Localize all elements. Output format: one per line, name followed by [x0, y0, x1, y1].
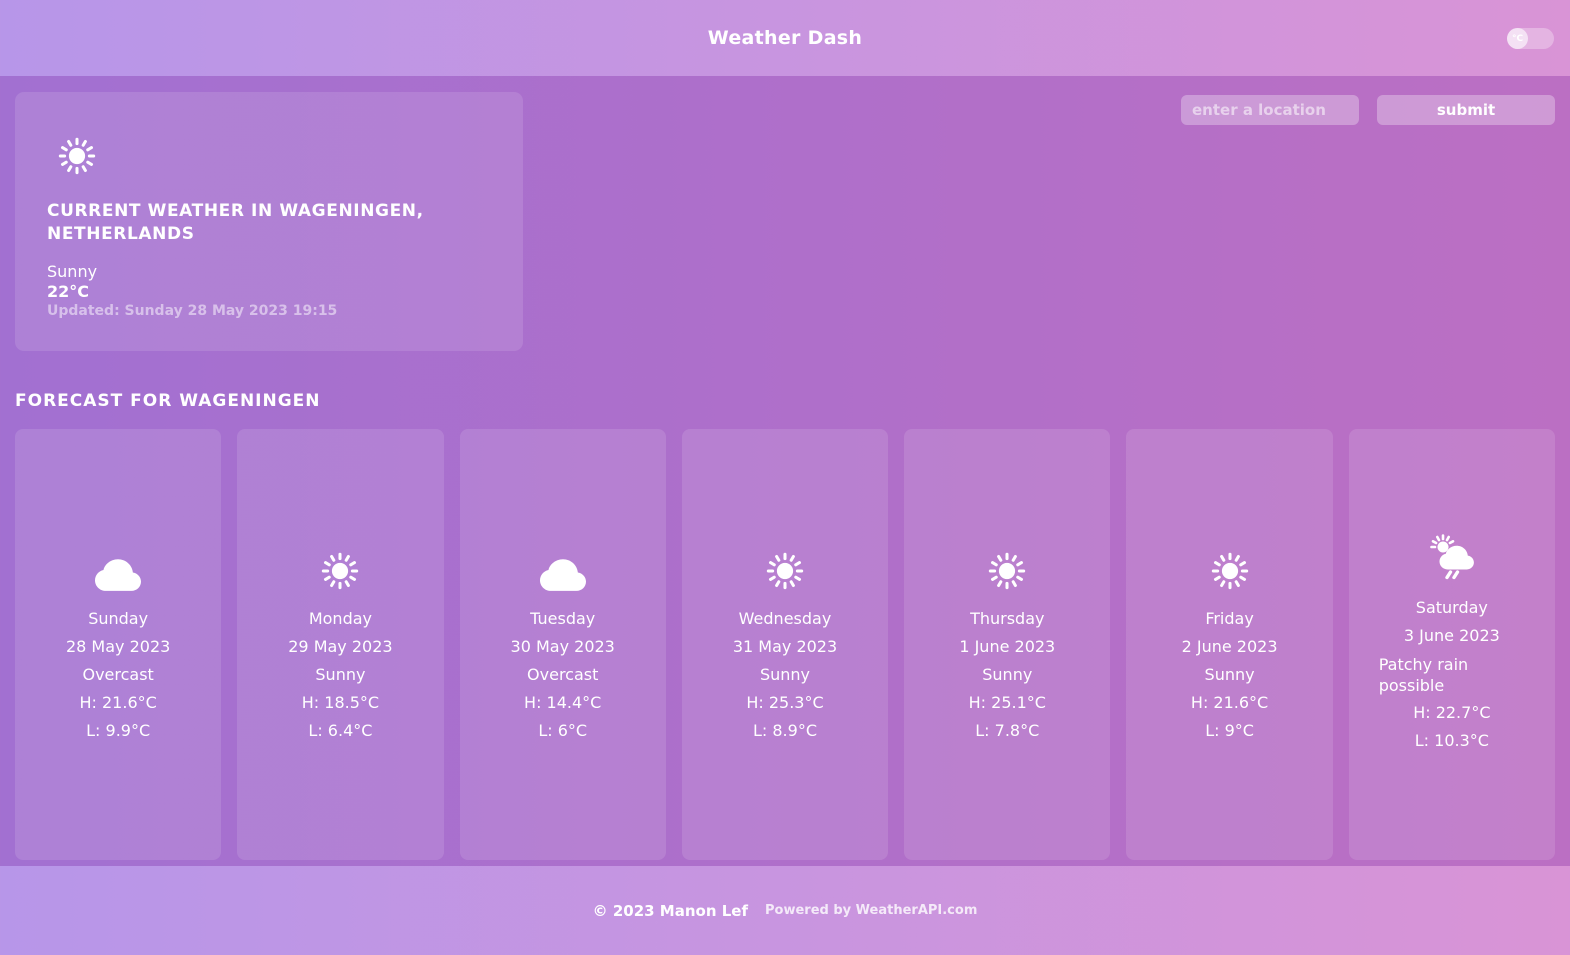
app-footer: © 2023 Manon Lef Powered by WeatherAPI.c…: [0, 866, 1570, 955]
rain-sun-icon: [1428, 534, 1476, 580]
forecast-date-label: 2 June 2023: [1181, 636, 1278, 656]
sun-glyph: [766, 552, 804, 589]
sun-icon: [987, 545, 1027, 591]
forecast-day-label: Wednesday: [738, 608, 832, 628]
forecast-day-label: Thursday: [970, 608, 1045, 628]
forecast-low-label: L: 10.3°C: [1414, 731, 1489, 750]
app-header: Weather Dash °C: [0, 0, 1570, 76]
sun-glyph: [58, 137, 96, 175]
forecast-high-label: H: 18.5°C: [301, 692, 380, 712]
forecast-heading: Forecast for Wageningen: [15, 391, 321, 411]
forecast-card: Tuesday 30 May 2023 Overcast H: 14.4°C L…: [459, 429, 666, 860]
sun-glyph: [1211, 552, 1248, 589]
forecast-date-label: 31 May 2023: [732, 636, 838, 656]
top-row: Current weather in Wageningen, Netherlan…: [15, 92, 1555, 351]
copyright-text: © 2023 Manon Lef: [592, 901, 748, 920]
forecast-card: Sunday 28 May 2023 Overcast H: 21.6°C L:…: [15, 429, 222, 860]
forecast-condition-label: Overcast: [527, 665, 599, 684]
current-weather-card: Current weather in Wageningen, Netherlan…: [15, 92, 523, 351]
forecast-date-label: 3 June 2023: [1403, 626, 1500, 645]
forecast-day-label: Friday: [1205, 608, 1254, 628]
forecast-high-label: H: 21.6°C: [79, 692, 157, 712]
forecast-high-label: H: 14.4°C: [524, 692, 602, 712]
cloud-glyph: [95, 558, 142, 591]
sun-icon: [765, 545, 805, 591]
forecast-low-label: L: 9°C: [1205, 720, 1254, 740]
sun-icon: [57, 136, 491, 180]
sun-glyph: [989, 552, 1026, 589]
forecast-card: Saturday 3 June 2023 Patchy rain possibl…: [1348, 429, 1555, 860]
current-updated-timestamp: Updated: Sunday 28 May 2023 19:15: [47, 303, 338, 319]
cloud-glyph: [539, 558, 586, 591]
forecast-high-label: H: 25.3°C: [746, 692, 824, 712]
sun-icon: [320, 545, 360, 591]
unit-toggle[interactable]: °C: [1507, 28, 1554, 49]
location-input[interactable]: [1181, 95, 1359, 125]
cloud-icon: [95, 545, 142, 591]
forecast-low-label: L: 6°C: [538, 720, 588, 740]
forecast-condition-label: Sunny: [315, 665, 366, 684]
current-condition: Sunny: [47, 262, 98, 281]
forecast-date-label: 29 May 2023: [288, 636, 393, 656]
forecast-day-label: Sunday: [88, 608, 149, 628]
forecast-condition-label: Overcast: [82, 665, 154, 684]
powered-by-link[interactable]: Powered by WeatherAPI.com: [765, 903, 978, 918]
forecast-low-label: L: 9.9°C: [86, 720, 151, 740]
forecast-condition-label: Sunny: [1204, 665, 1255, 684]
forecast-high-label: H: 22.7°C: [1413, 703, 1491, 722]
current-weather-title: Current weather in Wageningen, Netherlan…: [47, 201, 424, 244]
unit-toggle-knob[interactable]: °C: [1507, 28, 1528, 49]
submit-button[interactable]: submit: [1377, 95, 1555, 125]
forecast-card: Thursday 1 June 2023 Sunny H: 25.1°C L: …: [904, 429, 1111, 860]
sun-glyph: [322, 552, 359, 589]
forecast-cards: Sunday 28 May 2023 Overcast H: 21.6°C L:…: [15, 429, 1555, 860]
forecast-day-label: Saturday: [1415, 598, 1488, 617]
app-title: Weather Dash: [707, 27, 863, 49]
forecast-day-label: Monday: [308, 608, 372, 628]
cloud-icon: [539, 545, 586, 591]
forecast-condition-label: Sunny: [759, 665, 811, 684]
forecast-card: Friday 2 June 2023 Sunny H: 21.6°C L: 9°…: [1126, 429, 1333, 860]
forecast-high-label: H: 25.1°C: [968, 692, 1046, 712]
forecast-date-label: 28 May 2023: [65, 636, 171, 656]
forecast-condition-label: Patchy rain possible: [1378, 654, 1469, 695]
forecast-date-label: 30 May 2023: [510, 636, 615, 656]
sun-icon: [1210, 545, 1250, 591]
forecast-day-label: Tuesday: [530, 608, 596, 628]
rain-sun-glyph: [1430, 534, 1474, 580]
forecast-date-label: 1 June 2023: [959, 636, 1056, 656]
forecast-card: Wednesday 31 May 2023 Sunny H: 25.3°C L:…: [681, 429, 889, 860]
location-search-form: submit: [1181, 95, 1555, 125]
forecast-low-label: L: 8.9°C: [752, 720, 817, 740]
forecast-condition-label: Sunny: [982, 665, 1033, 684]
forecast-high-label: H: 21.6°C: [1190, 692, 1269, 712]
forecast-low-label: L: 6.4°C: [308, 720, 373, 740]
main-content: Current weather in Wageningen, Netherlan…: [0, 76, 1570, 866]
current-temperature: 22°C: [47, 282, 90, 301]
forecast-card: Monday 29 May 2023 Sunny H: 18.5°C L: 6.…: [237, 429, 444, 860]
forecast-low-label: L: 7.8°C: [975, 720, 1040, 740]
